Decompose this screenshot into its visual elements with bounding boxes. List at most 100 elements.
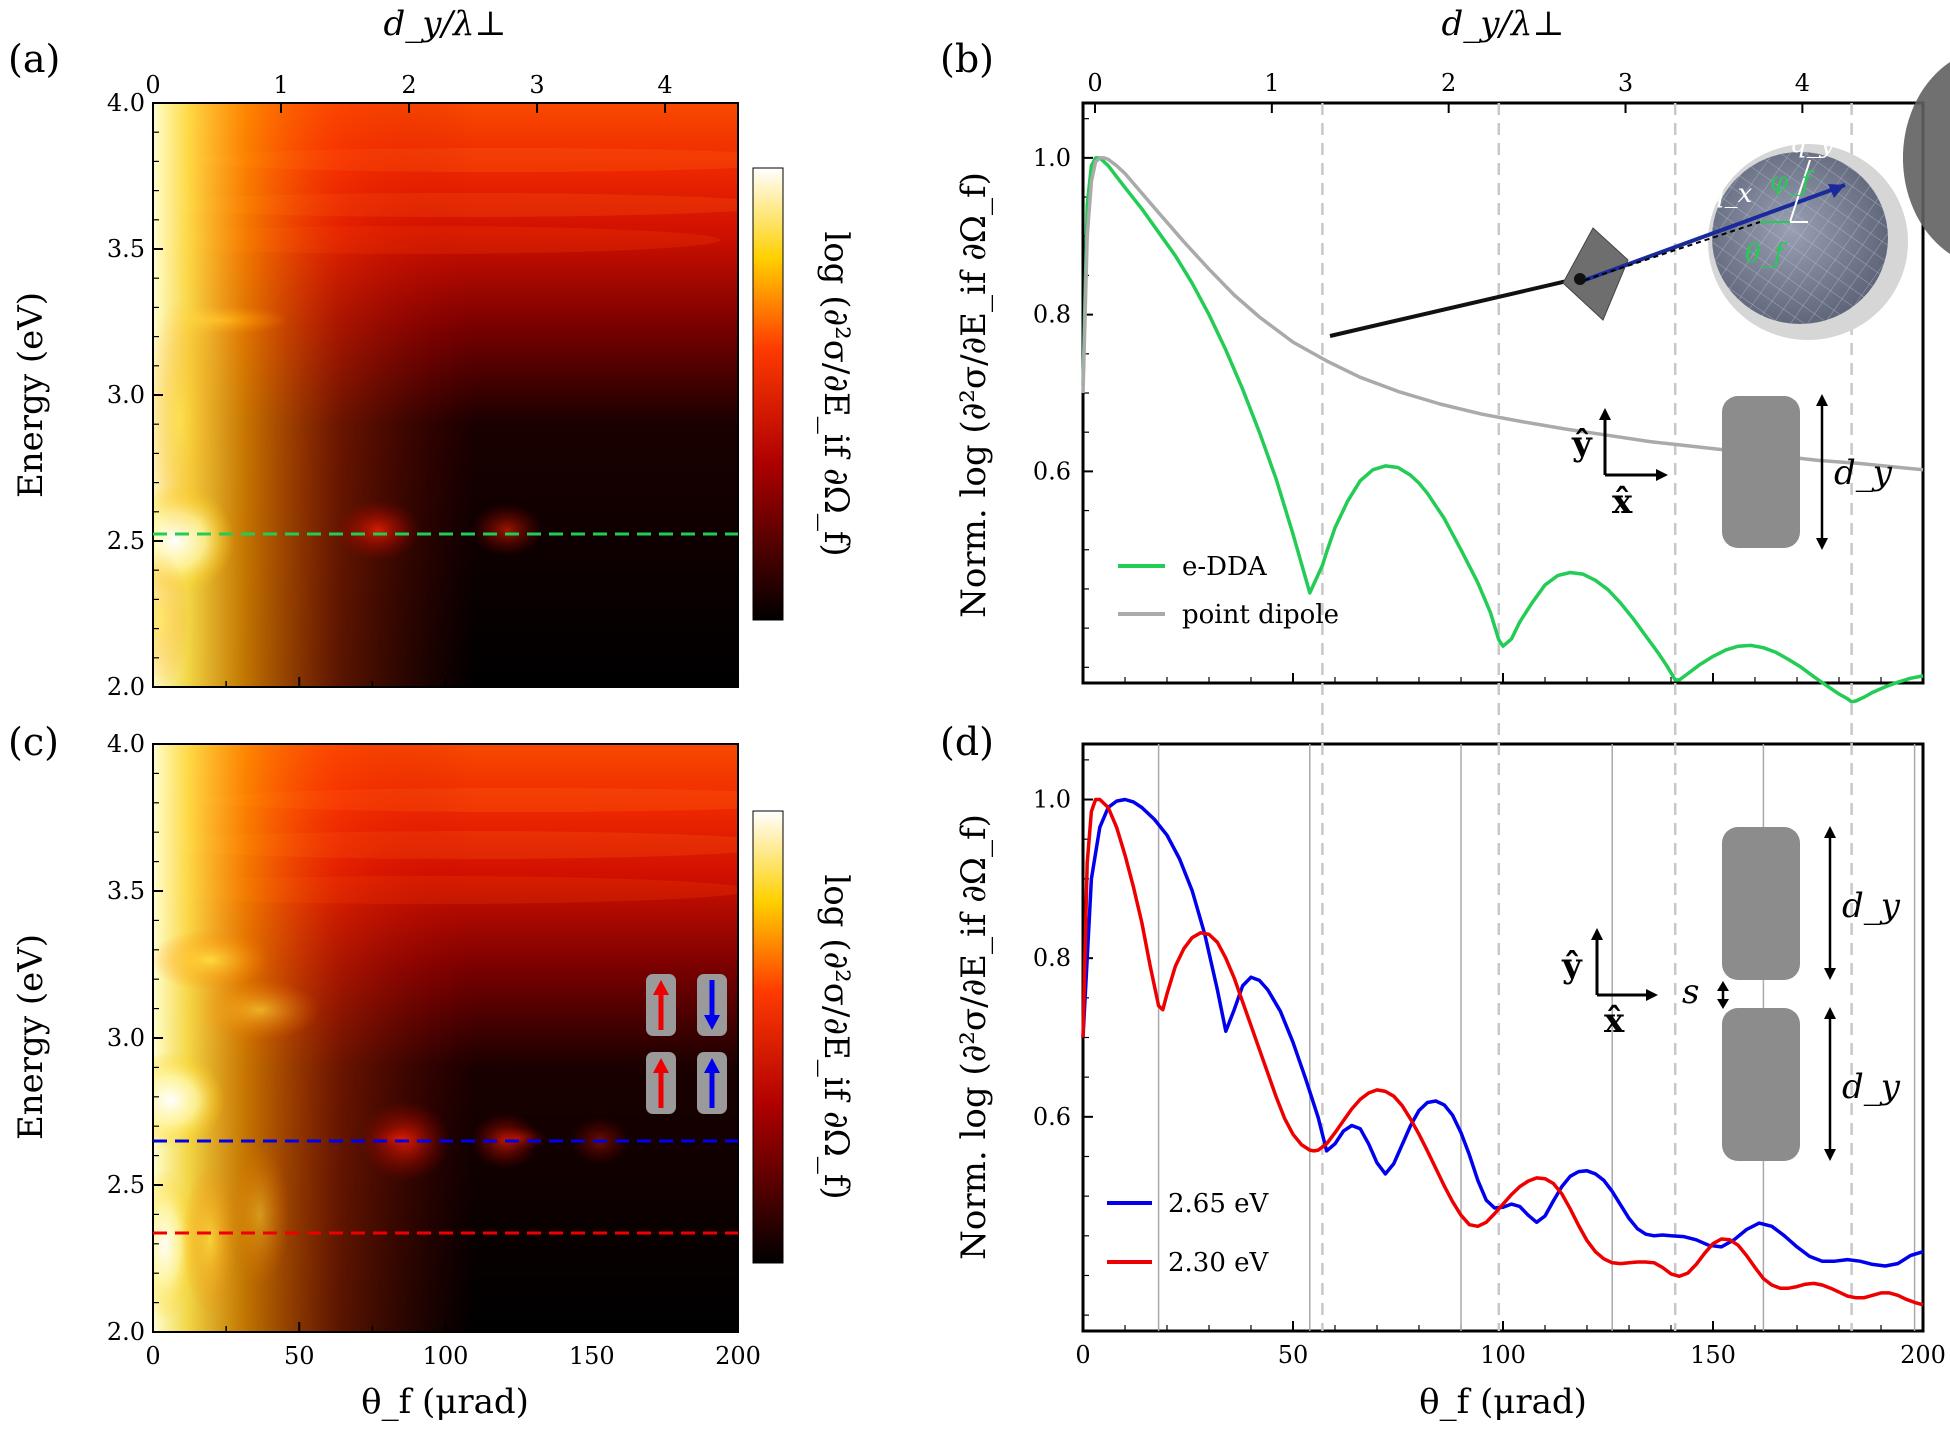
nanorod-b [1722, 396, 1800, 548]
curves-b [1081, 156, 1924, 704]
y-tick-label: 3.5 [107, 235, 145, 263]
legend-label-dipole: point dipole [1182, 600, 1339, 630]
arrow-up-blue-icon [704, 1058, 720, 1108]
top-tick-label: 2 [1441, 69, 1456, 97]
x-tick-label: 50 [1278, 1341, 1309, 1369]
top-axis-label-a: d_y/λ⊥ [384, 4, 507, 44]
top-tick-label: 4 [1795, 69, 1810, 97]
x-tick-label: 200 [715, 1342, 761, 1370]
energy-axis-label-a: Energy (eV) [11, 292, 51, 498]
phi-label: φ_f [1770, 167, 1815, 197]
nanoparticle-sample [1562, 227, 1629, 321]
ylabel-d: Norm. log (∂²σ/∂E_if ∂Ω_f) [954, 814, 994, 1260]
dy-label-bottom-d: d_y [1842, 1067, 1901, 1107]
y-tick-label: 1.0 [1033, 786, 1071, 814]
y-hat-label-b: ŷ [1571, 424, 1593, 464]
orientation-axes-b: ŷ x̂ [1571, 408, 1668, 522]
colorbar-a [752, 167, 784, 621]
top-tick-label: 2 [401, 71, 416, 99]
legend-d: 2.65 eV 2.30 eV [1107, 1189, 1270, 1278]
y-tick-label: 2.0 [107, 1318, 145, 1346]
y-tick-label: 2.5 [107, 1171, 145, 1199]
panel-a: 2.0 2.5 3.0 3.5 4.00 1 2 3 4 log (∂²σ/∂E_if ∂Ω_f… [8, 4, 856, 701]
dy-label-top-d: d_y [1842, 886, 1901, 926]
incident-beam [1329, 276, 1581, 338]
scattering-schematic: q_x q_y φ_f θ_f [1329, 62, 1950, 340]
legend-label-edda: e-DDA [1182, 552, 1268, 582]
dy-arrow-b: d_y [1816, 394, 1893, 550]
y-tick-label: 3.5 [107, 877, 145, 905]
y-tick-label: 0.6 [1033, 457, 1071, 485]
series-e-DDA [1081, 156, 1924, 704]
colorbar-label-a: log (∂²σ/∂E_if ∂Ω_f) [816, 231, 856, 556]
optical-axis [1584, 221, 1761, 281]
panel-label-b: (b) [940, 37, 994, 81]
panel-b: 0.6 0.8 1.0 0 1 2 3 4 e-DDA point dipole q_x [940, 4, 1950, 704]
arrow-down-blue-icon [704, 980, 720, 1030]
top-tick-label: 3 [1618, 69, 1633, 97]
top-tick-label: 0 [145, 71, 160, 99]
heatmap-c [153, 744, 738, 1332]
arrow-up-red-icon [653, 980, 669, 1030]
axes-b: 0.6 0.8 1.0 0 1 2 3 4 [1033, 69, 1924, 683]
colorbar-c [752, 810, 784, 1264]
series-2.65-eV [1081, 797, 1924, 1268]
panel-d: 0.6 0.8 1.0 0 50 100 150 200 2.65 eV 2.30 eV ŷ … [940, 683, 1946, 1422]
x-tick-label: 0 [145, 1342, 160, 1370]
top-tick-label: 1 [273, 71, 288, 99]
y-tick-label: 1.0 [1033, 144, 1071, 172]
theta-label: θ_f [1745, 239, 1788, 269]
xlabel-c: θ_f (μrad) [361, 1382, 529, 1422]
scattered-beam [1584, 183, 1846, 282]
x-tick-label: 200 [1900, 1341, 1946, 1369]
x-tick-label: 150 [1690, 1341, 1736, 1369]
series-2.30-eV [1081, 797, 1924, 1307]
s-arrow [1717, 981, 1729, 1009]
panel-label-d: (d) [940, 720, 994, 764]
legend-b: e-DDA point dipole [1118, 552, 1339, 630]
y-tick-label: 0.6 [1033, 1103, 1071, 1131]
y-tick-label: 2.5 [107, 527, 145, 555]
s-label: s [1682, 972, 1699, 1012]
nanorod-bottom-d [1722, 1008, 1800, 1161]
x-hat-label-b: x̂ [1612, 482, 1633, 522]
y-tick-label: 3.0 [107, 381, 145, 409]
ylabel-b: Norm. log (∂²σ/∂E_if ∂Ω_f) [954, 172, 994, 618]
top-tick-label: 0 [1087, 69, 1102, 97]
detector-back [1903, 62, 1950, 254]
diffraction-lines-d [1157, 683, 1916, 1331]
dipole-orientation-icons [646, 974, 727, 1114]
x-tick-label: 150 [569, 1342, 615, 1370]
energy-axis-label-c: Energy (eV) [11, 934, 51, 1140]
x-tick-label: 100 [1480, 1341, 1526, 1369]
dy-label-b: d_y [1834, 453, 1893, 493]
y-tick-label: 0.8 [1033, 301, 1071, 329]
x-tick-label: 50 [284, 1342, 315, 1370]
x-tick-label: 0 [1075, 1341, 1090, 1369]
arrow-up-red-icon [653, 1058, 669, 1108]
qy-label: q_y [1790, 129, 1835, 159]
top-tick-label: 4 [657, 71, 672, 99]
legend-label-2.30: 2.30 eV [1168, 1248, 1270, 1278]
y-hat-label-d: ŷ [1561, 946, 1583, 986]
panel-label-a: (a) [8, 37, 60, 81]
dy-arrow-bottom-d: d_y [1824, 1007, 1901, 1161]
xlabel-d: θ_f (μrad) [1419, 1382, 1587, 1422]
curves-d [1081, 797, 1924, 1307]
diffraction-lines-b [1321, 103, 1853, 683]
qx-label: q_x [1708, 179, 1753, 209]
axes-c: 0 50 100 150 200 2.0 2.5 3.0 3.5 4.0 [107, 730, 761, 1370]
nanorod-top-d [1722, 827, 1800, 980]
x-tick-label: 100 [423, 1342, 469, 1370]
y-tick-label: 2.0 [107, 673, 145, 701]
y-tick-label: 0.8 [1033, 944, 1071, 972]
y-tick-label: 3.0 [107, 1024, 145, 1052]
axes-a: 2.0 2.5 3.0 3.5 4.00 1 2 3 4 [107, 71, 739, 701]
top-tick-label: 3 [529, 71, 544, 99]
y-tick-label: 4.0 [107, 89, 145, 117]
panel-label-c: (c) [8, 720, 59, 764]
panel-c: 0 50 100 150 200 2.0 2.5 3.0 3.5 4.0 log (∂²σ/∂E_… [8, 720, 856, 1422]
dy-arrow-top-d: d_y [1824, 826, 1901, 980]
top-axis-label-b: d_y/λ⊥ [1442, 4, 1565, 44]
